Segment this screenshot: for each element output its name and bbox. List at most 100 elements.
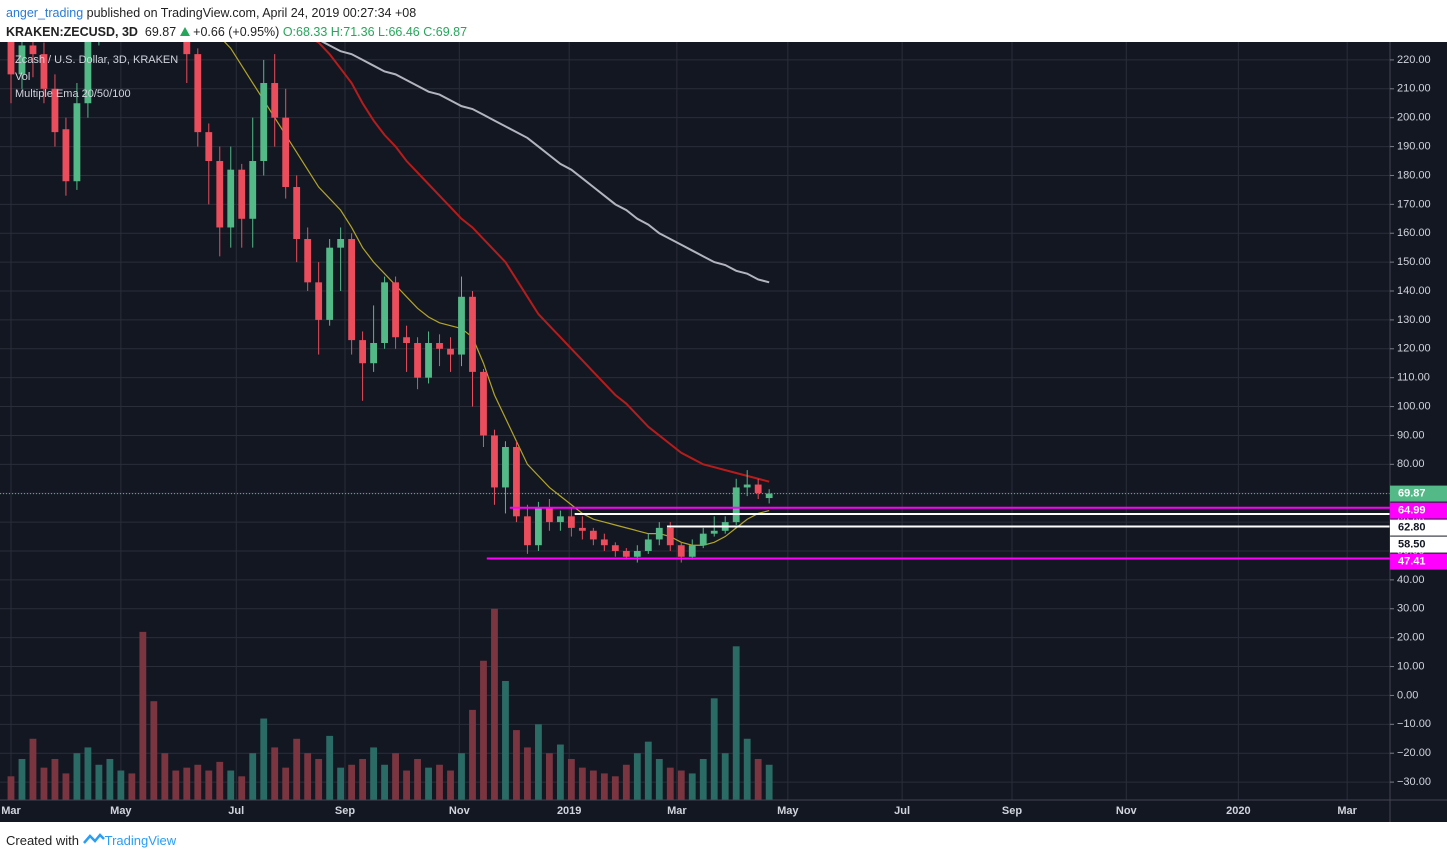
ema-line: [223, 42, 770, 546]
y-tick-label: −30.00: [1397, 776, 1431, 788]
volume-bar: [282, 767, 290, 800]
price-label-box: [1390, 519, 1447, 536]
volume-bar: [765, 764, 773, 800]
candle-body: [502, 446, 509, 488]
legend-entry: Multiple Ema 20/50/100: [15, 88, 131, 100]
candle-body: [282, 117, 290, 188]
candle-body: [600, 539, 608, 546]
y-tick-label: 40.00: [1397, 574, 1425, 586]
volume-bar: [644, 741, 652, 800]
candle-body: [458, 296, 465, 355]
x-tick-label: Mar: [1, 805, 21, 817]
volume-bar: [622, 764, 630, 800]
axes: −30.00 −20.00 −10.00 0.00 10.00 20.00 30.00 40.…: [1, 54, 1447, 817]
volume-bar: [348, 764, 356, 800]
volume-bar: [117, 770, 125, 800]
logo: [82, 833, 105, 844]
volume-bar: [18, 758, 26, 800]
volume-bar: [304, 753, 312, 800]
y-tick-label: 90.00: [1397, 429, 1425, 441]
candle-body: [326, 247, 334, 320]
x-tick-label: Sep: [1002, 805, 1022, 817]
volume-bar: [688, 773, 696, 800]
volume-bar: [315, 758, 323, 800]
candle-body: [249, 161, 257, 219]
y-tick-label: −10.00: [1397, 718, 1431, 730]
candle-body: [260, 83, 268, 162]
candle-body: [611, 545, 619, 551]
candle-body: [84, 42, 92, 104]
volume-bar: [425, 767, 432, 800]
volume-bar: [293, 738, 301, 800]
candle-body: [754, 484, 762, 494]
candle-body: [40, 54, 48, 89]
candle-body: [743, 484, 751, 488]
volume-bar: [194, 764, 202, 800]
volume-bar: [666, 767, 674, 800]
volume-bar: [732, 646, 740, 800]
x-tick-label: Nov: [1116, 805, 1138, 817]
price-label-box: [1390, 485, 1447, 502]
created: Created with: [6, 833, 79, 848]
volume-bar: [238, 776, 246, 800]
candle-body: [644, 539, 652, 551]
candle-body: [765, 493, 773, 499]
volume-bar: [513, 730, 520, 800]
candle-body: [18, 45, 26, 75]
volume-bar: [414, 758, 421, 800]
candle-body: [194, 54, 202, 133]
ema-line: [320, 42, 770, 284]
candle-body: [29, 45, 37, 55]
y-tick-label: 220.00: [1397, 54, 1431, 66]
x-tick-label: Nov: [449, 805, 471, 817]
volume-bar: [403, 770, 410, 800]
volume-bar: [51, 758, 59, 800]
candle-body: [183, 42, 191, 55]
x-tick-label: 2019: [557, 805, 581, 817]
candle-body: [578, 527, 586, 531]
candle-body: [62, 129, 70, 182]
volume-bar: [326, 735, 334, 800]
author[interactable]: anger_trading: [6, 6, 84, 20]
candle-body: [337, 239, 345, 248]
y-tick-label: −20.00: [1397, 747, 1431, 759]
volume-bar: [172, 770, 180, 800]
volume-bar: [150, 701, 158, 800]
y-tick-label: 140.00: [1397, 285, 1431, 297]
candle-body: [589, 530, 597, 540]
candle-body: [304, 239, 312, 283]
y-tick-label: 120.00: [1397, 343, 1431, 355]
x-tick-label: Mar: [667, 805, 687, 817]
chart: −30.00 −20.00 −10.00 0.00 10.00 20.00 30.00 40.…: [0, 42, 1447, 822]
volume-bar: [227, 770, 235, 800]
x-tick-label: 2020: [1226, 805, 1250, 817]
x-tick-label: Sep: [335, 805, 355, 817]
price-label-box: [1390, 502, 1447, 519]
price-label: 69.87: [1398, 487, 1426, 499]
volume-bar: [699, 758, 707, 800]
brand[interactable]: TradingView: [104, 833, 177, 848]
published: published on TradingView.com, April 24, …: [86, 6, 417, 20]
candle-body: [381, 282, 388, 344]
volume-bar: [556, 744, 564, 800]
y-tick-label: 170.00: [1397, 198, 1431, 210]
candle-body: [392, 282, 399, 338]
y-tick-label: 20.00: [1397, 632, 1425, 644]
volume-bar: [633, 753, 641, 800]
x-tick-label: May: [110, 805, 132, 817]
price-label-box: [1390, 553, 1447, 570]
volume-bar: [40, 767, 48, 800]
candle-body: [348, 239, 356, 341]
candle-body: [205, 132, 213, 162]
candle-body: [688, 545, 696, 557]
candle-body: [227, 169, 235, 228]
volume-bar: [743, 738, 751, 800]
y-tick-label: 160.00: [1397, 227, 1431, 239]
symbol: KRAKEN:ZECUSD, 3D: [6, 25, 138, 39]
y-tick-label: 100.00: [1397, 400, 1431, 412]
volume-bar: [655, 758, 663, 800]
candle-body: [469, 296, 476, 372]
candle-body: [546, 507, 553, 523]
volume-bar: [260, 718, 268, 800]
volume-bar: [480, 660, 487, 800]
